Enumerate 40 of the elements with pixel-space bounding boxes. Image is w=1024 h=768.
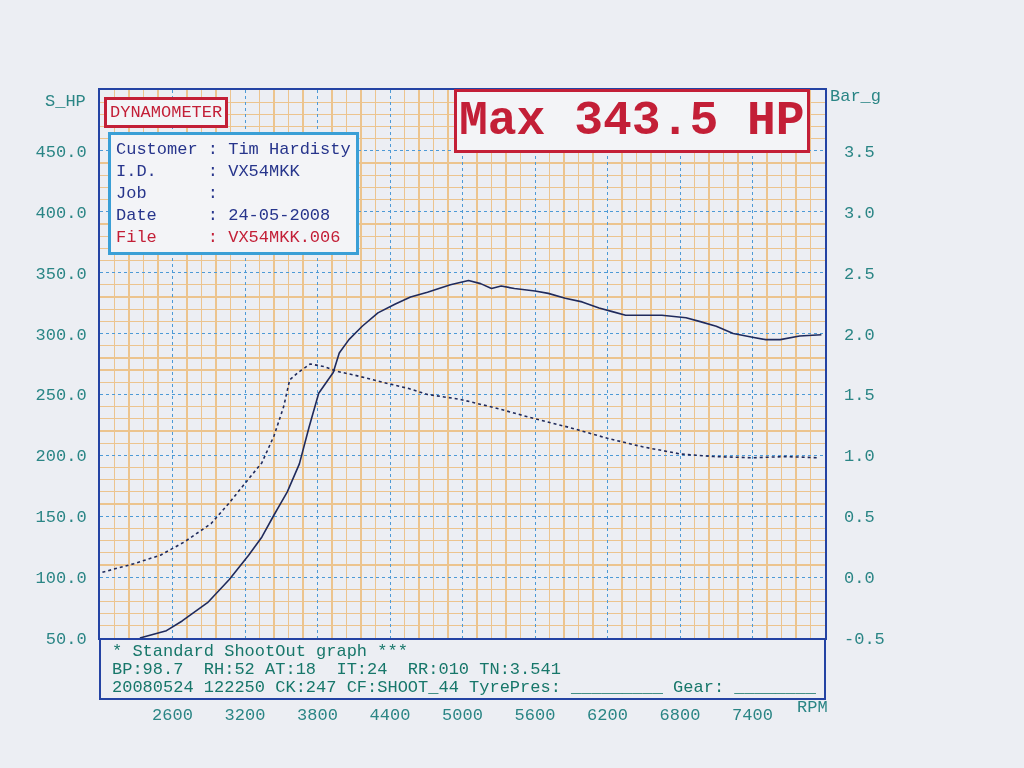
y-tick-label: 300.0 — [35, 325, 87, 345]
y2-tick-label: 0.0 — [844, 569, 875, 589]
y-tick-label: 250.0 — [35, 386, 87, 406]
y2-axis-title: Bar_g — [830, 87, 882, 106]
y-tick-label: 100.0 — [35, 569, 87, 589]
x-tick-label: 4400 — [369, 706, 411, 726]
x-tick-label: 2600 — [152, 706, 193, 726]
y2-tick-label: 3.5 — [844, 142, 875, 162]
x-tick-label: 3800 — [297, 706, 338, 726]
x-axis-title: RPM — [797, 698, 828, 717]
x-tick-label: 6800 — [659, 706, 701, 726]
y-axis-title: S_HP — [45, 92, 86, 111]
x-tick-label: 6200 — [587, 706, 628, 726]
y2-tick-label: 0.5 — [844, 508, 875, 528]
y-tick-label: 450.0 — [35, 142, 87, 162]
y-tick-label: 50.0 — [45, 629, 87, 649]
text: * Standard ShootOut graph *** — [112, 642, 408, 661]
annotation: Max 343.5 HP — [459, 94, 805, 148]
y2-tick-label: 1.5 — [844, 386, 875, 406]
annotation: File : VX54MKK.006 — [116, 228, 341, 248]
y2-tick-label: -0.5 — [844, 629, 885, 649]
y2-tick-label: 3.0 — [844, 203, 875, 223]
y2-tick-label: 2.0 — [844, 325, 875, 345]
y-tick-label: 150.0 — [35, 508, 87, 528]
y-tick-label: 200.0 — [35, 447, 87, 467]
text: BP:98.7 RH:52 AT:18 IT:24 RR:010 TN:3.541 — [112, 660, 561, 679]
annotation: Date : 24-05-2008 — [116, 206, 331, 226]
x-tick-label: 3200 — [224, 706, 266, 726]
x-tick-label: 7400 — [732, 706, 773, 726]
text: DYNAMOMETER — [110, 103, 223, 122]
y-tick-label: 400.0 — [35, 203, 87, 223]
y2-tick-label: 2.5 — [844, 264, 875, 284]
annotation: Job : — [116, 184, 219, 204]
y-tick-label: 350.0 — [35, 264, 87, 284]
y2-tick-label: 1.0 — [844, 447, 875, 467]
x-tick-label: 5000 — [442, 706, 483, 726]
annotation: Customer : Tim Hardisty — [116, 140, 351, 159]
x-tick-label: 5600 — [514, 706, 556, 726]
text: 20080524 122250 CK:247 CF:SHOOT_44 TyrePres: _________ Gear: ________ — [112, 678, 817, 697]
annotation: I.D. : VX54MKK — [116, 162, 301, 182]
